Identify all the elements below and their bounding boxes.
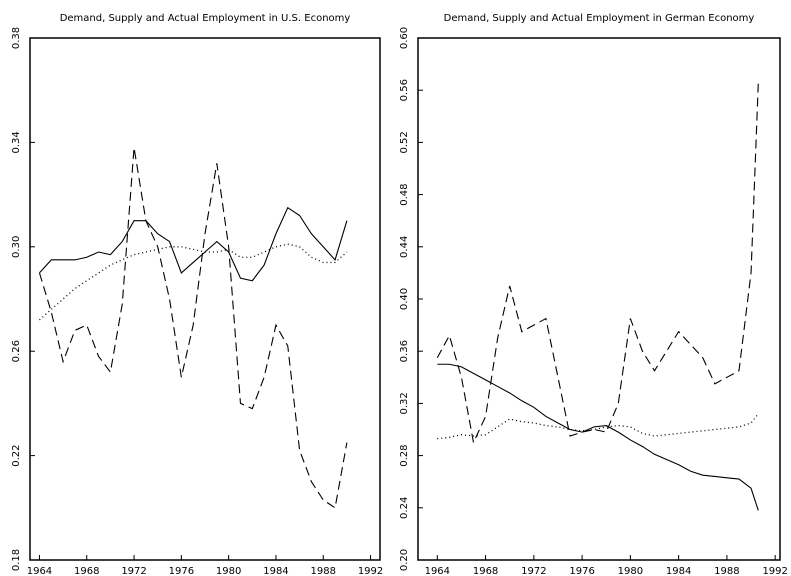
x-tick-label: 1968 (74, 566, 99, 576)
y-tick-label: 0.24 (399, 497, 410, 519)
y-tick-label: 0.32 (399, 392, 410, 414)
y-tick-label: 0.18 (11, 549, 22, 571)
plot-frame (29, 37, 381, 561)
y-tick-label: 0.56 (399, 79, 410, 101)
y-tick-label: 0.26 (11, 340, 22, 362)
series-line (437, 413, 759, 440)
x-tick-label: 1972 (521, 566, 546, 576)
x-tick-label: 1980 (618, 566, 643, 576)
x-tick-label: 1976 (169, 566, 194, 576)
x-tick-label: 1964 (27, 566, 52, 576)
y-tick-label: 0.38 (11, 27, 22, 49)
chart-title: Demand, Supply and Actual Employment in … (60, 13, 351, 24)
x-tick-label: 1992 (762, 566, 787, 576)
series-line (39, 243, 348, 321)
x-tick-label: 1976 (569, 566, 594, 576)
x-tick-label: 1964 (425, 566, 450, 576)
y-tick-label: 0.48 (399, 183, 410, 205)
x-tick-label: 1980 (216, 566, 241, 576)
series-line (437, 363, 759, 511)
y-tick-label: 0.22 (11, 444, 22, 466)
x-tick-label: 1972 (121, 566, 146, 576)
y-tick-label: 0.60 (399, 27, 410, 49)
x-tick-label: 1984 (263, 566, 288, 576)
y-tick-label: 0.20 (399, 549, 410, 571)
y-tick-label: 0.34 (11, 131, 22, 153)
plot-frame (417, 37, 781, 561)
series-line (38, 147, 348, 509)
series-line (436, 83, 759, 445)
y-tick-label: 0.36 (399, 340, 410, 362)
x-tick-label: 1988 (311, 566, 336, 576)
chart-title: Demand, Supply and Actual Employment in … (444, 13, 755, 24)
x-tick-label: 1988 (714, 566, 739, 576)
y-tick-label: 0.44 (399, 236, 410, 258)
series-line (39, 206, 348, 282)
y-tick-label: 0.52 (399, 131, 410, 153)
x-tick-label: 1984 (666, 566, 691, 576)
y-tick-label: 0.40 (399, 288, 410, 310)
y-tick-label: 0.28 (399, 444, 410, 466)
x-tick-label: 1968 (473, 566, 498, 576)
y-tick-label: 0.30 (11, 236, 22, 258)
x-tick-label: 1992 (358, 566, 383, 576)
